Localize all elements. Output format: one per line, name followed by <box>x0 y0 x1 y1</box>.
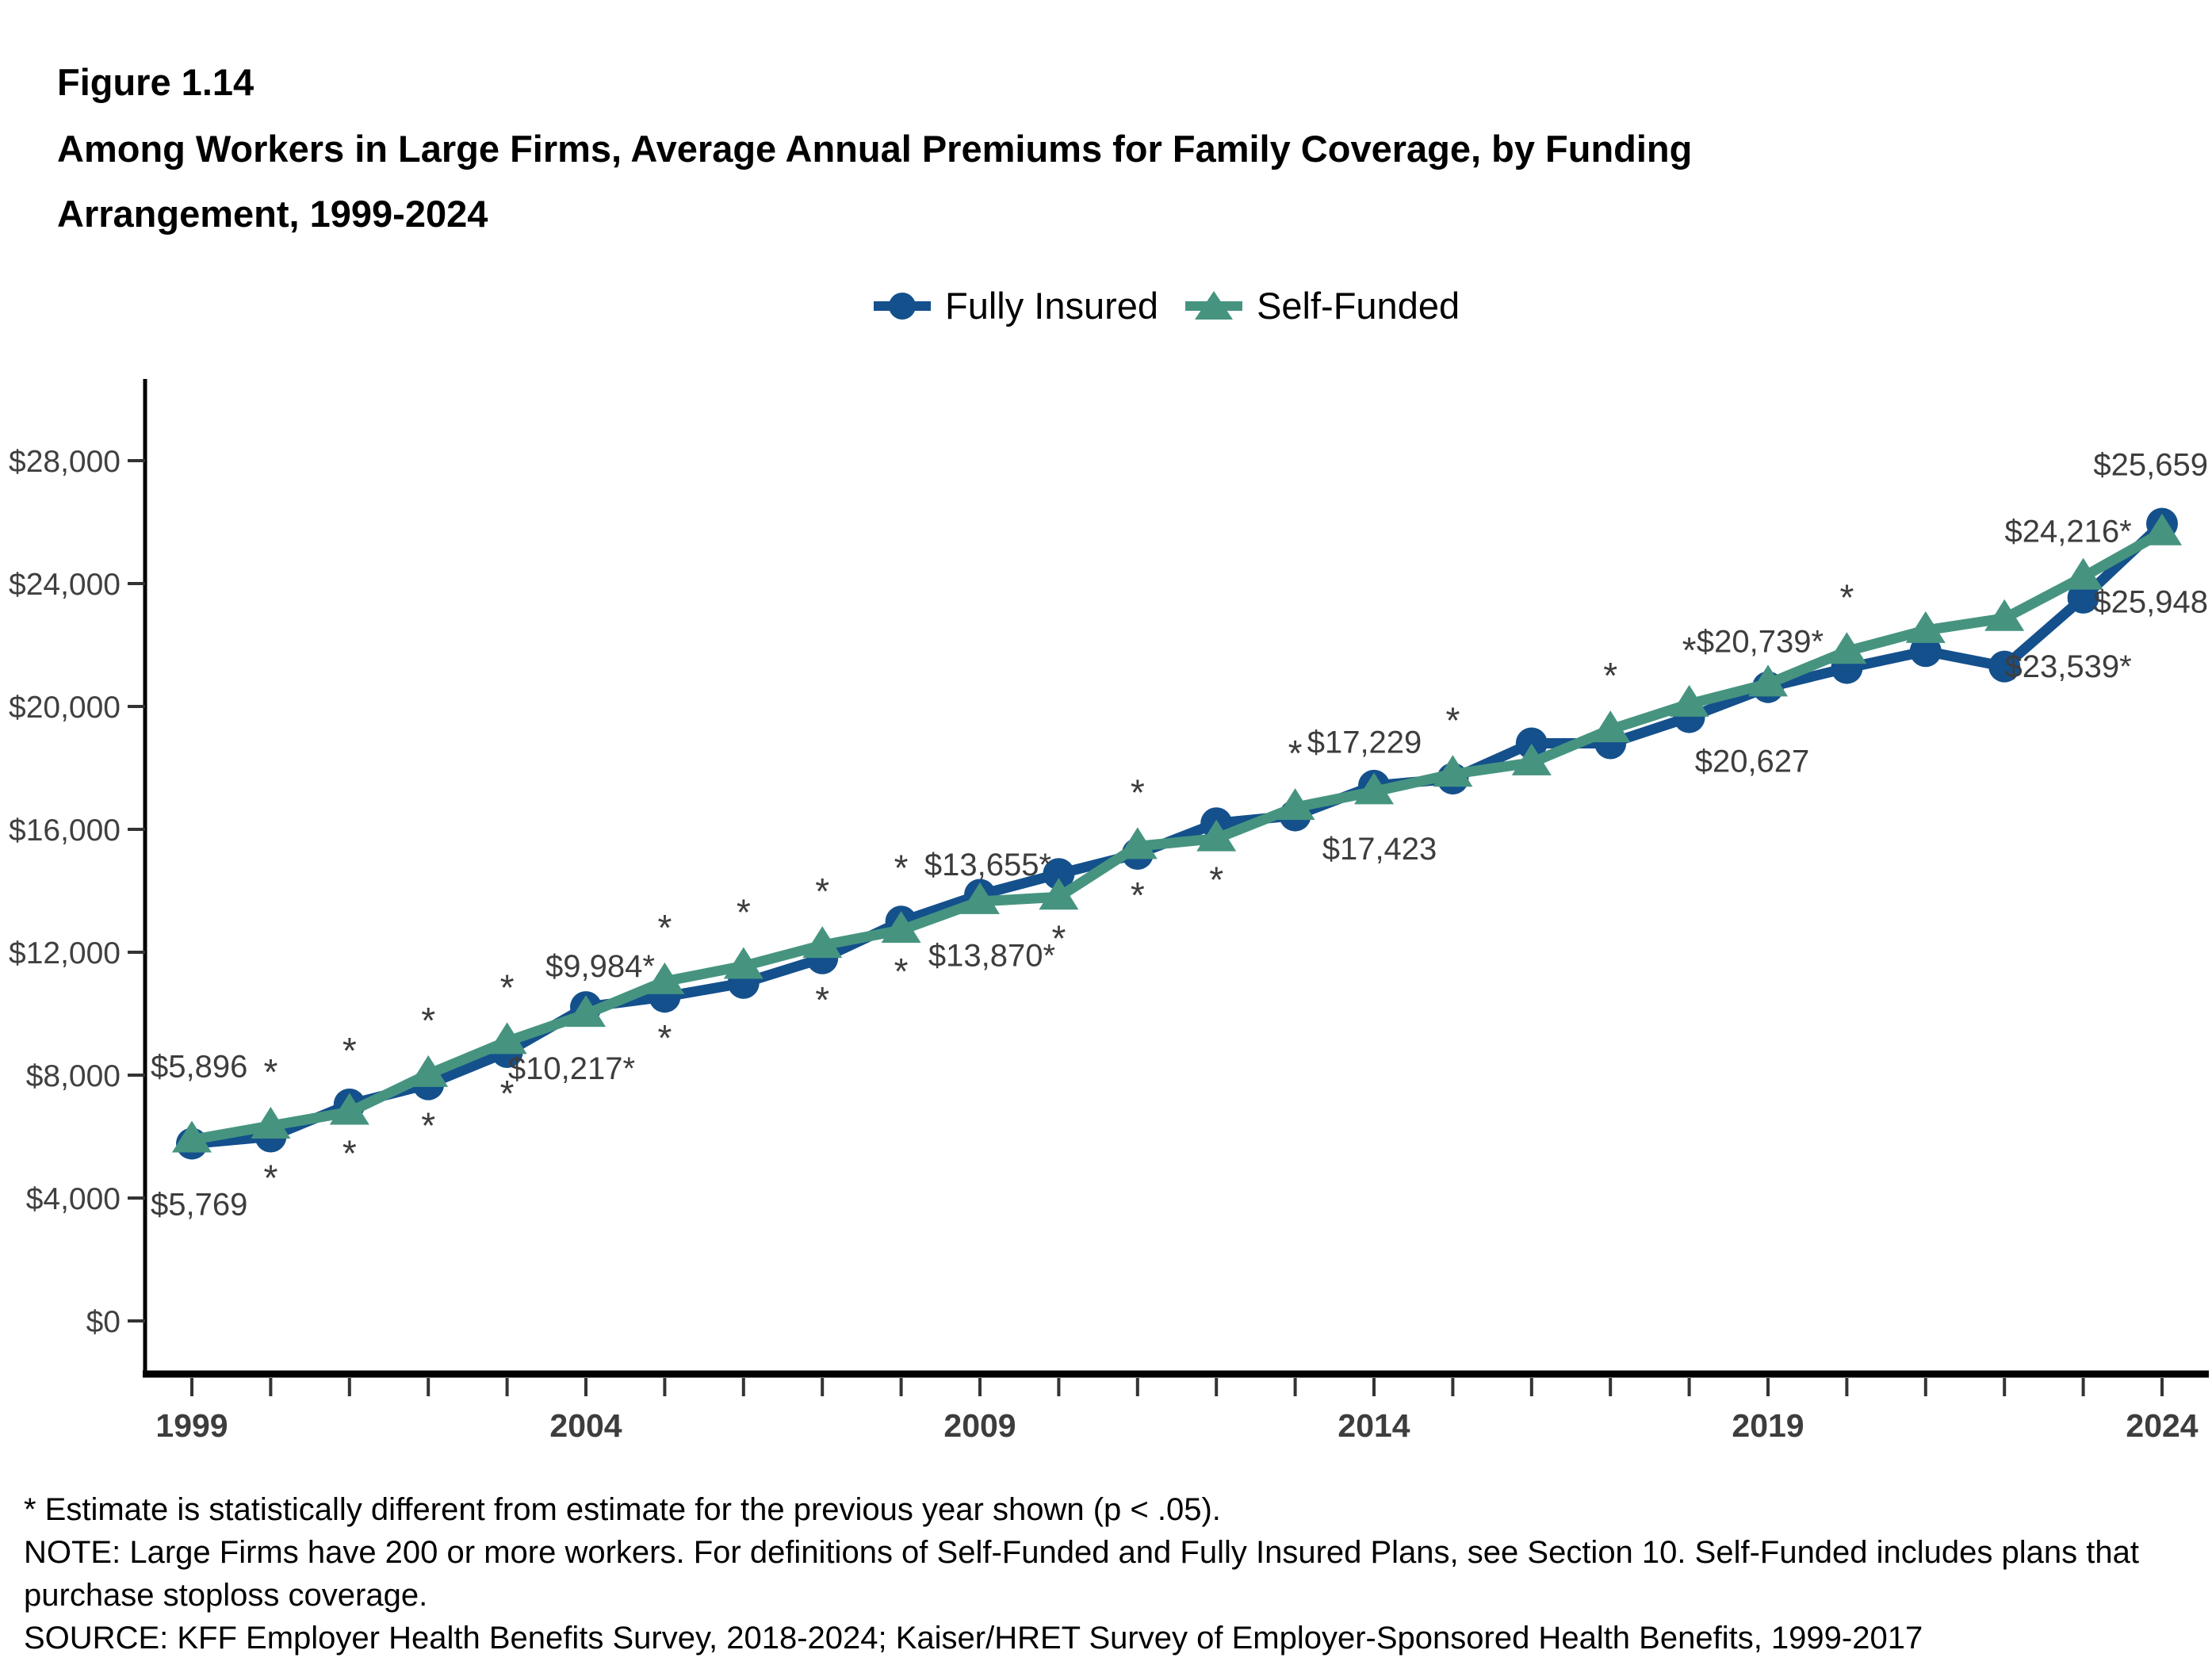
significance-asterisk: * <box>1288 733 1303 774</box>
self-funded-point <box>1433 755 1473 787</box>
significance-asterisk: * <box>1682 630 1697 671</box>
page-title-line1: Among Workers in Large Firms, Average An… <box>57 128 1693 170</box>
significance-asterisk: * <box>1131 875 1145 916</box>
y-tick-label: $28,000 <box>9 445 121 479</box>
significance-asterisk: * <box>737 891 751 932</box>
y-tick-label: $20,000 <box>9 691 121 725</box>
y-tick-label: $16,000 <box>9 813 121 848</box>
self-funded-point <box>1905 611 1946 643</box>
self-funded-point <box>1590 710 1631 743</box>
self-funded-point <box>881 911 921 944</box>
significance-asterisk: * <box>815 871 829 912</box>
self-funded-point <box>1117 827 1158 859</box>
significance-asterisk: * <box>421 1000 435 1041</box>
self-funded-point <box>1827 632 1867 664</box>
self-funded-point <box>802 926 843 959</box>
y-tick-label: $0 <box>86 1305 121 1339</box>
y-tick-label: $4,000 <box>26 1182 121 1216</box>
fully-insured-point <box>1515 727 1548 760</box>
self-funded-point <box>2063 557 2103 590</box>
footnote-note-line2: purchase stoploss coverage. <box>24 1578 428 1613</box>
significance-asterisk: * <box>1131 771 1145 813</box>
significance-asterisk: * <box>500 1073 515 1114</box>
chart-legend: Fully Insured Self-Funded <box>871 284 1460 327</box>
significance-asterisk: * <box>894 847 909 888</box>
fully-insured-point <box>1988 650 2021 683</box>
data-label: $23,539* <box>2005 649 2132 684</box>
self-funded-point <box>487 1022 527 1055</box>
significance-asterisk: * <box>343 1133 357 1174</box>
significance-asterisk: * <box>263 1051 277 1093</box>
data-label: $17,423 <box>1322 832 1437 867</box>
self-funded-point <box>645 962 685 994</box>
x-year-label: 2024 <box>2126 1407 2198 1444</box>
legend-item-self-funded: Self-Funded <box>1182 284 1460 327</box>
data-label: $5,769 <box>151 1187 247 1222</box>
significance-asterisk: * <box>263 1158 277 1199</box>
x-year-label: 2014 <box>1338 1407 1410 1444</box>
self-funded-point <box>723 947 763 979</box>
fully-insured-point <box>1909 635 1942 668</box>
self-funded-point <box>172 1120 212 1153</box>
self-funded-point <box>1275 788 1315 821</box>
data-label: $24,216* <box>2005 515 2132 549</box>
fully-insured-marker-icon <box>874 292 931 320</box>
data-label: $13,870* <box>928 939 1055 974</box>
significance-asterisk: * <box>1445 699 1460 741</box>
self-funded-point <box>566 995 606 1028</box>
legend-item-fully-insured: Fully Insured <box>871 284 1158 327</box>
figure-number: Figure 1.14 <box>57 61 254 103</box>
significance-asterisk: * <box>1209 859 1223 901</box>
self-funded-point <box>251 1106 291 1139</box>
self-funded-point <box>408 1055 449 1087</box>
footnote-note-line1: NOTE: Large Firms have 200 or more worke… <box>24 1535 2139 1570</box>
significance-asterisk: * <box>421 1105 435 1146</box>
significance-asterisk: * <box>1603 655 1617 696</box>
self-funded-point <box>2142 513 2182 545</box>
data-label: $5,896 <box>151 1050 247 1085</box>
self-funded-point <box>960 882 1000 914</box>
data-label: $20,627 <box>1695 745 1810 779</box>
significance-asterisk: * <box>1051 917 1066 959</box>
y-tick-label: $24,000 <box>9 568 121 602</box>
self-funded-point <box>1669 684 1709 717</box>
data-label: $25,659 <box>2093 448 2208 483</box>
significance-asterisk: * <box>1839 576 1854 618</box>
data-label: $17,229 <box>1307 725 1422 760</box>
x-year-label: 1999 <box>155 1407 228 1444</box>
legend-label-self-funded: Self-Funded <box>1257 285 1460 327</box>
data-label: $20,739* <box>1697 624 1824 659</box>
self-funded-point <box>1039 878 1079 910</box>
significance-asterisk: * <box>894 951 909 992</box>
x-year-label: 2019 <box>1732 1407 1804 1444</box>
self-funded-point <box>1984 599 2025 631</box>
legend-label-fully-insured: Fully Insured <box>945 285 1159 327</box>
self-funded-point <box>329 1093 369 1125</box>
y-tick-label: $8,000 <box>26 1059 121 1093</box>
self-funded-point <box>1748 664 1788 697</box>
self-funded-point <box>1511 743 1552 775</box>
fully-insured-point <box>1043 858 1075 890</box>
data-label: $9,984* <box>545 949 655 984</box>
significance-asterisk: * <box>657 907 672 948</box>
significance-asterisk: * <box>500 967 515 1008</box>
significance-asterisk: * <box>343 1030 357 1071</box>
footnote-significance: * Estimate is statistically different fr… <box>24 1492 1221 1527</box>
significance-asterisk: * <box>815 979 829 1020</box>
data-label: $10,217* <box>508 1051 635 1086</box>
data-label: $25,948 <box>2093 585 2208 620</box>
significance-asterisk: * <box>657 1017 672 1058</box>
footnote-source: SOURCE: KFF Employer Health Benefits Sur… <box>24 1621 1923 1656</box>
fully-insured-point <box>2067 581 2099 614</box>
x-year-label: 2009 <box>943 1407 1016 1444</box>
self-funded-point <box>1196 819 1237 852</box>
self-funded-point <box>1354 772 1394 805</box>
page-title-line2: Arrangement, 1999-2024 <box>57 193 488 235</box>
data-label: $13,655* <box>924 848 1051 882</box>
x-year-label: 2004 <box>549 1407 622 1444</box>
y-tick-label: $12,000 <box>9 936 121 970</box>
self-funded-marker-icon <box>1185 290 1243 320</box>
